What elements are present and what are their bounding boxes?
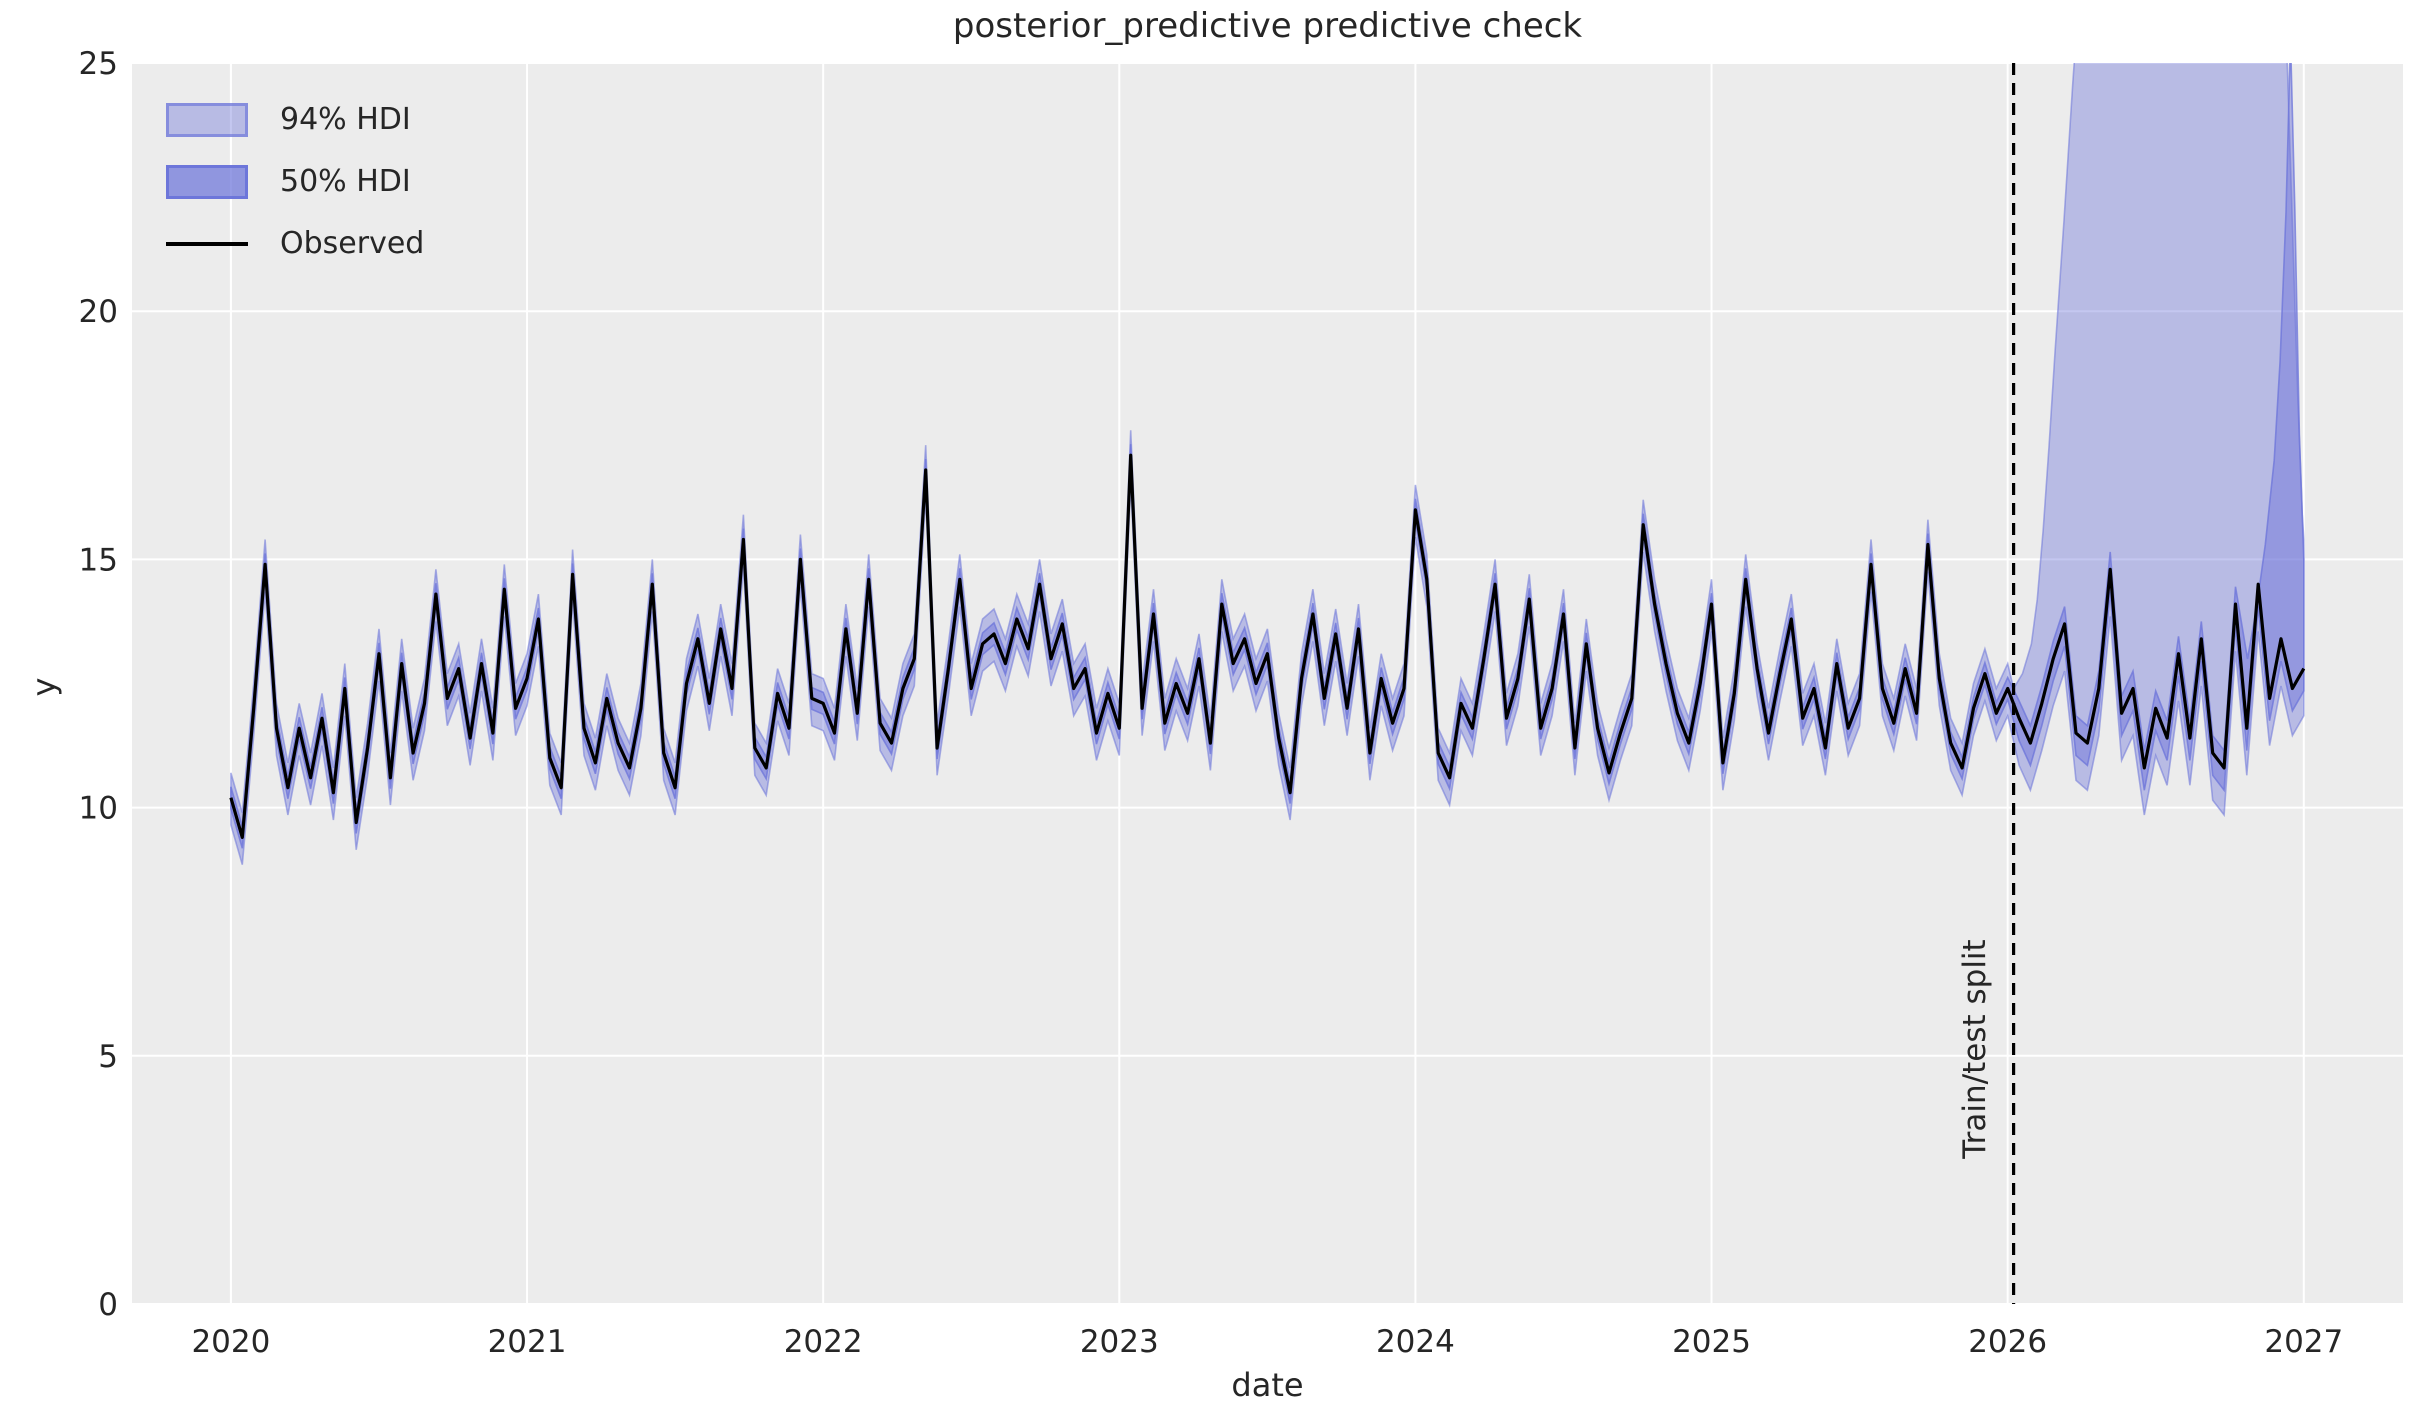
hdi94-swatch-icon [166,103,248,137]
hdi50-swatch-icon [166,165,248,199]
x-axis-label: date [1231,1366,1304,1404]
plot-artists [229,63,2306,1304]
observed-line-swatch-icon [166,242,248,246]
x-tick-label: 2021 [488,1324,567,1360]
x-tick-label: 2023 [1080,1324,1159,1360]
observed-line [229,453,2306,839]
y-tick-label: 20 [79,294,118,330]
legend: 94% HDI 50% HDI Observed [166,96,424,268]
y-tick-label: 10 [79,791,118,827]
legend-item-50-hdi: 50% HDI [166,158,424,206]
train-test-split-label: Train/test split [1957,939,1993,1159]
y-axis-label: y [25,677,63,697]
legend-item-94-hdi: 94% HDI [166,96,424,144]
x-tick-label: 2022 [784,1324,863,1360]
x-tick-label: 2025 [1672,1324,1751,1360]
x-tick-label: 2026 [1968,1324,2047,1360]
legend-label: 94% HDI [280,102,411,137]
chart-title: posterior_predictive predictive check [952,6,1583,46]
y-tick-label: 5 [98,1039,118,1075]
x-tick-label: 2027 [2264,1324,2343,1360]
y-tick-label: 15 [79,542,118,578]
legend-label: Observed [280,226,425,261]
legend-item-observed: Observed [166,220,424,268]
y-tick-label: 0 [98,1287,118,1323]
y-tick-label: 25 [79,46,118,82]
x-tick-label: 2024 [1376,1324,1455,1360]
legend-label: 50% HDI [280,164,411,199]
x-tick-label: 2020 [191,1324,270,1360]
